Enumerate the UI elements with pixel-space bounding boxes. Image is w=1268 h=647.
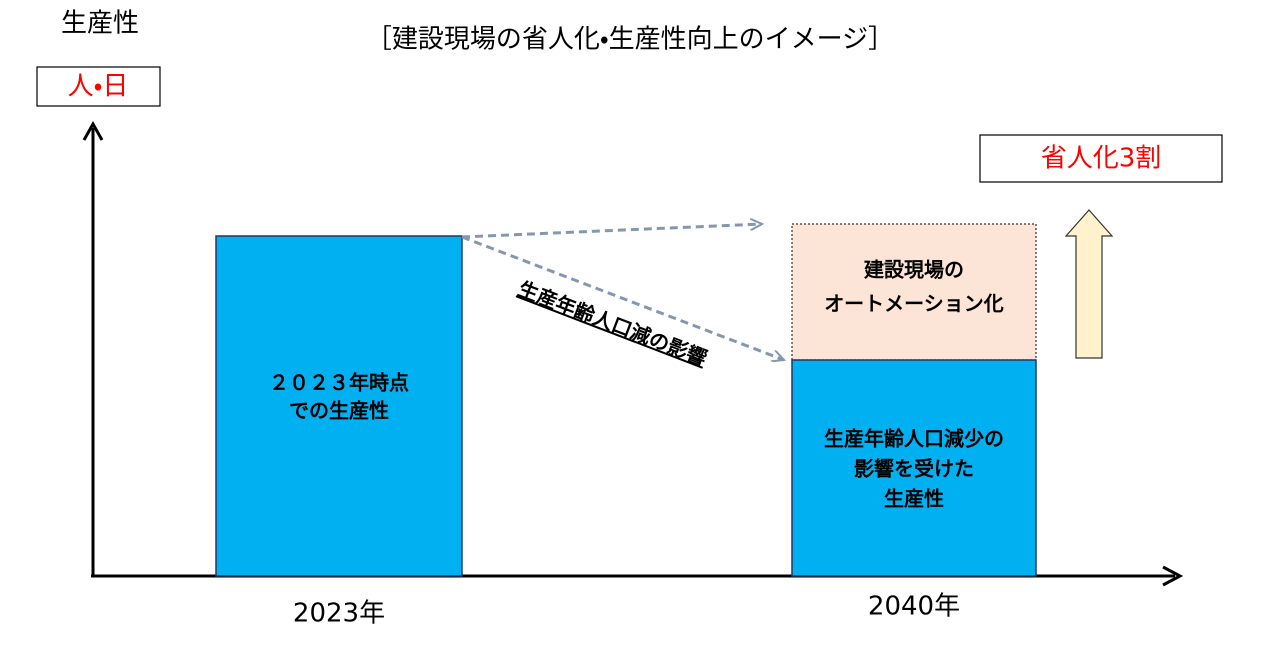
title: ［建設現場の省人化・生産性向上のイメージ］ — [366, 25, 894, 55]
y-label: 生産性 — [61, 9, 139, 39]
x-axis-arrow — [1162, 565, 1184, 587]
decline-arrow — [461, 235, 784, 360]
trend-arrow — [461, 224, 762, 239]
reduction-label: 省人化3割 — [1041, 144, 1162, 174]
bar-label: ２０２３年時点 — [269, 371, 409, 395]
up-arrow — [1064, 209, 1114, 359]
automation-box — [791, 223, 1037, 361]
bar-label: 生産性 — [884, 487, 944, 511]
decline-label: 生産年齢人口減の影響 — [515, 277, 710, 371]
bar-label: 生産年齢人口減少の — [824, 427, 1004, 451]
y-axis-arrow — [82, 120, 104, 141]
bar-2040 — [791, 359, 1037, 577]
y-unit: 人・日 — [68, 72, 129, 102]
x-label: 2040年 — [868, 592, 960, 622]
bar-label: での生産性 — [289, 399, 389, 423]
automation-label: オートメーション化 — [824, 292, 1004, 316]
x-label: 2023年 — [293, 599, 385, 629]
automation-label: 建設現場の — [863, 258, 964, 282]
reduction-box — [979, 134, 1223, 183]
bar-2023 — [215, 235, 463, 577]
unit-box — [36, 66, 161, 107]
bar-label: 影響を受けた — [854, 457, 974, 481]
